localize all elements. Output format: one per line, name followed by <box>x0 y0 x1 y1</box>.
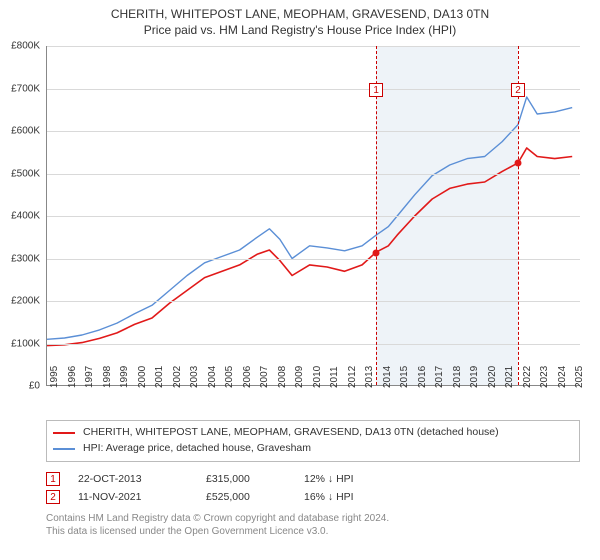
gridline <box>47 89 580 90</box>
x-tick-label: 1998 <box>102 366 113 388</box>
series-red <box>47 148 572 346</box>
x-tick-label: 2025 <box>574 366 585 388</box>
sale-marker-label: 1 <box>369 83 383 97</box>
chart: 12 £0£100K£200K£300K£400K£500K£600K£700K… <box>46 46 580 404</box>
transaction-index: 2 <box>46 490 60 504</box>
x-tick-label: 2007 <box>259 366 270 388</box>
x-tick-label: 2009 <box>294 366 305 388</box>
y-tick-label: £0 <box>29 381 40 392</box>
license-line2: This data is licensed under the Open Gov… <box>46 525 580 539</box>
x-tick-label: 2017 <box>434 366 445 388</box>
x-tick-label: 2016 <box>417 366 428 388</box>
x-tick-label: 2022 <box>522 366 533 388</box>
y-tick-label: £700K <box>11 83 40 94</box>
gridline <box>47 259 580 260</box>
transaction-row: 1 22-OCT-2013 £315,000 12% ↓ HPI <box>46 470 580 488</box>
transaction-index: 1 <box>46 472 60 486</box>
gridline <box>47 131 580 132</box>
plot-area: 12 <box>46 46 580 386</box>
transaction-price: £315,000 <box>206 473 286 485</box>
legend-swatch <box>53 448 75 450</box>
y-tick-label: £100K <box>11 338 40 349</box>
gridline <box>47 344 580 345</box>
gridline <box>47 46 580 47</box>
transaction-hpi-delta: 12% ↓ HPI <box>304 473 414 485</box>
x-tick-label: 2010 <box>312 366 323 388</box>
x-tick-label: 1999 <box>119 366 130 388</box>
y-tick-label: £500K <box>11 168 40 179</box>
y-tick-label: £300K <box>11 253 40 264</box>
x-tick-label: 2002 <box>172 366 183 388</box>
legend-label: CHERITH, WHITEPOST LANE, MEOPHAM, GRAVES… <box>83 425 499 441</box>
x-tick-label: 2015 <box>399 366 410 388</box>
x-tick-label: 1996 <box>67 366 78 388</box>
legend-row: CHERITH, WHITEPOST LANE, MEOPHAM, GRAVES… <box>53 425 573 441</box>
series-blue <box>47 97 572 339</box>
legend-row: HPI: Average price, detached house, Grav… <box>53 441 573 457</box>
x-tick-label: 2024 <box>557 366 568 388</box>
transaction-date: 22-OCT-2013 <box>78 473 188 485</box>
x-tick-label: 2003 <box>189 366 200 388</box>
title-line1: CHERITH, WHITEPOST LANE, MEOPHAM, GRAVES… <box>0 6 600 22</box>
legend-swatch <box>53 432 75 434</box>
y-tick-label: £400K <box>11 211 40 222</box>
x-tick-label: 2012 <box>347 366 358 388</box>
chart-footer: CHERITH, WHITEPOST LANE, MEOPHAM, GRAVES… <box>46 420 580 539</box>
x-tick-label: 2020 <box>487 366 498 388</box>
x-tick-label: 2001 <box>154 366 165 388</box>
x-tick-label: 2023 <box>539 366 550 388</box>
x-tick-label: 2013 <box>364 366 375 388</box>
x-tick-label: 2011 <box>329 367 340 389</box>
sale-dot <box>373 249 380 256</box>
transaction-hpi-delta: 16% ↓ HPI <box>304 491 414 503</box>
x-tick-label: 1995 <box>49 366 60 388</box>
x-tick-label: 2000 <box>137 366 148 388</box>
license-text: Contains HM Land Registry data © Crown c… <box>46 512 580 539</box>
x-tick-label: 2014 <box>382 366 393 388</box>
transaction-row: 2 11-NOV-2021 £525,000 16% ↓ HPI <box>46 488 580 506</box>
legend: CHERITH, WHITEPOST LANE, MEOPHAM, GRAVES… <box>46 420 580 462</box>
license-line1: Contains HM Land Registry data © Crown c… <box>46 512 580 526</box>
sale-dot <box>514 160 521 167</box>
legend-label: HPI: Average price, detached house, Grav… <box>83 441 311 457</box>
transaction-date: 11-NOV-2021 <box>78 491 188 503</box>
title-line2: Price paid vs. HM Land Registry's House … <box>0 22 600 38</box>
gridline <box>47 301 580 302</box>
x-tick-label: 2006 <box>242 366 253 388</box>
x-tick-label: 2021 <box>504 366 515 388</box>
gridline <box>47 174 580 175</box>
gridline <box>47 216 580 217</box>
sale-marker-label: 2 <box>511 83 525 97</box>
transaction-table: 1 22-OCT-2013 £315,000 12% ↓ HPI 2 11-NOV-202… <box>46 470 580 506</box>
y-tick-label: £800K <box>11 41 40 52</box>
x-tick-label: 2019 <box>469 366 480 388</box>
chart-title: CHERITH, WHITEPOST LANE, MEOPHAM, GRAVES… <box>0 0 600 38</box>
y-tick-label: £200K <box>11 296 40 307</box>
transaction-price: £525,000 <box>206 491 286 503</box>
x-tick-label: 1997 <box>84 366 95 388</box>
x-tick-label: 2008 <box>277 366 288 388</box>
y-tick-label: £600K <box>11 126 40 137</box>
x-tick-label: 2004 <box>207 366 218 388</box>
x-tick-label: 2005 <box>224 366 235 388</box>
x-tick-label: 2018 <box>452 366 463 388</box>
